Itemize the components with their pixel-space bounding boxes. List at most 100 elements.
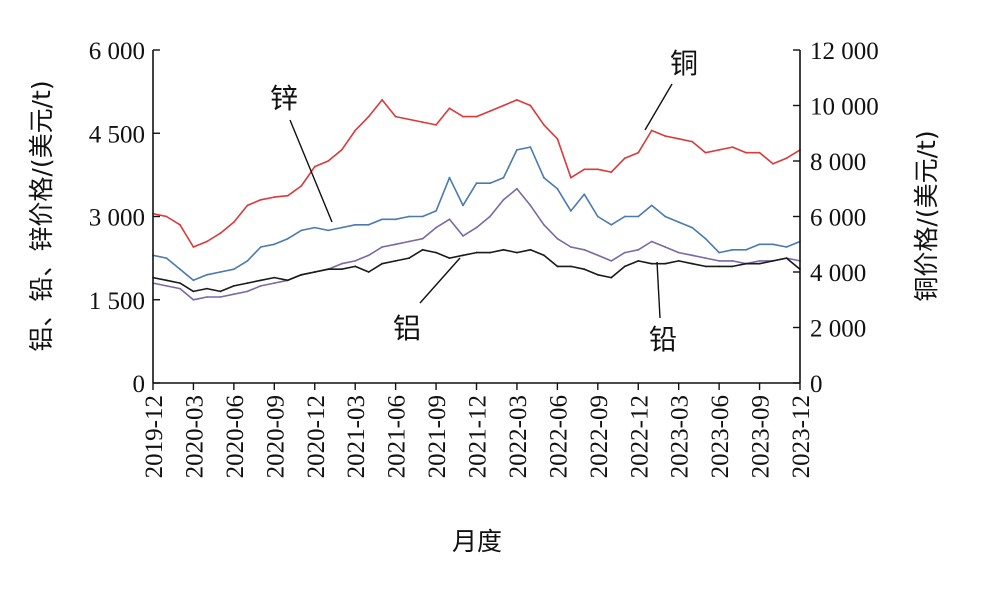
aluminum-point [758, 260, 761, 262]
zinc-point [300, 229, 303, 232]
lead-point [704, 265, 707, 268]
zinc-point [273, 243, 276, 246]
copper-point [219, 232, 222, 235]
copper-point [556, 137, 559, 140]
aluminum-point [421, 237, 424, 240]
zinc-point [408, 215, 410, 218]
zinc-point [340, 226, 343, 229]
zinc-point [233, 268, 235, 271]
aluminum-point [192, 298, 195, 301]
aluminum-point [435, 226, 437, 229]
lead-point [610, 276, 613, 279]
x-tick-label: 2023-06 [707, 395, 734, 478]
aluminum-point [623, 251, 626, 254]
left-y-axis-title: 铝、铅、锌价格/(美元/t) [27, 80, 56, 351]
aluminum-series-label: 铝 [393, 312, 421, 345]
lead-point [435, 251, 437, 254]
right-y-tick-label: 2 000 [810, 316, 866, 343]
zinc-series-line [152, 146, 801, 282]
copper-point [623, 157, 626, 160]
lead-point [327, 268, 330, 271]
lead-point [745, 262, 747, 265]
x-tick-label: 2022-03 [505, 395, 532, 478]
zinc-points [152, 146, 801, 282]
aluminum-point [637, 248, 640, 251]
copper-point [192, 246, 195, 248]
copper-point [313, 165, 316, 168]
x-tick-label: 2021-12 [465, 395, 492, 478]
x-tick-label: 2021-09 [424, 395, 451, 478]
lead-point [758, 262, 761, 265]
copper-point [664, 135, 667, 137]
x-tick-label: 2023-09 [748, 395, 775, 478]
lead-point [286, 279, 289, 282]
lead-point [219, 290, 222, 293]
lead-series-line [152, 249, 801, 293]
lead-point [354, 265, 357, 268]
copper-point [731, 146, 734, 149]
zinc-point [718, 251, 720, 254]
zinc-series-label: 锌 [270, 82, 298, 115]
lead-point [543, 254, 545, 257]
lead-point [556, 265, 559, 268]
copper-series-label: 铜 [670, 47, 698, 80]
zinc-point [327, 229, 330, 232]
lead-point [489, 251, 491, 254]
lead-point [637, 260, 640, 262]
copper-point [583, 168, 586, 171]
zinc-point [637, 215, 640, 218]
lead-point [300, 273, 303, 276]
copper-point [650, 129, 653, 132]
zinc-point [192, 279, 195, 282]
copper-point [179, 223, 181, 226]
aluminum-point [502, 198, 505, 201]
lead-point [273, 276, 276, 279]
zinc-point [286, 237, 289, 240]
aluminum-point [259, 285, 262, 287]
lead-point [623, 265, 626, 268]
lead-point [570, 265, 572, 268]
lead-point [772, 260, 774, 262]
copper-point [206, 240, 208, 243]
x-tick-label: 2022-09 [586, 395, 613, 478]
aluminum-point [206, 296, 208, 298]
lead-point [462, 254, 464, 257]
copper-point [367, 115, 370, 118]
copper-point [327, 160, 330, 162]
copper-series-line [152, 99, 801, 248]
aluminum-point [340, 262, 343, 265]
copper-point [394, 115, 397, 118]
zinc-point [421, 215, 424, 218]
aluminum-point [462, 235, 464, 237]
annotation-layer: 锌 铜 铝 铅 [270, 47, 698, 356]
right-y-tick-label: 8 000 [810, 149, 866, 176]
copper-point [246, 204, 249, 207]
copper-point [677, 137, 680, 140]
lead-point [381, 262, 383, 265]
axes-layer [152, 50, 801, 384]
copper-point [610, 171, 613, 174]
aluminum-point [570, 246, 572, 248]
zinc-point [435, 210, 437, 212]
lead-point [313, 271, 316, 273]
zinc-point [381, 218, 383, 221]
zinc-point [219, 271, 222, 273]
left-y-tick-label: 1 500 [89, 288, 145, 315]
aluminum-point [516, 187, 518, 190]
zinc-point [785, 246, 788, 248]
zinc-point [731, 248, 734, 251]
zinc-point [758, 243, 761, 246]
x-tick-label: 2023-03 [667, 395, 694, 478]
copper-leader-line [644, 83, 673, 131]
aluminum-point [731, 260, 734, 262]
aluminum-point [367, 254, 370, 257]
left-y-tick-label: 3 000 [89, 205, 145, 232]
copper-point [340, 149, 343, 151]
zinc-point [650, 204, 653, 207]
aluminum-point [475, 226, 478, 229]
copper-point [300, 185, 303, 187]
copper-point [273, 196, 276, 199]
zinc-point [677, 221, 680, 224]
aluminum-point [583, 248, 586, 251]
